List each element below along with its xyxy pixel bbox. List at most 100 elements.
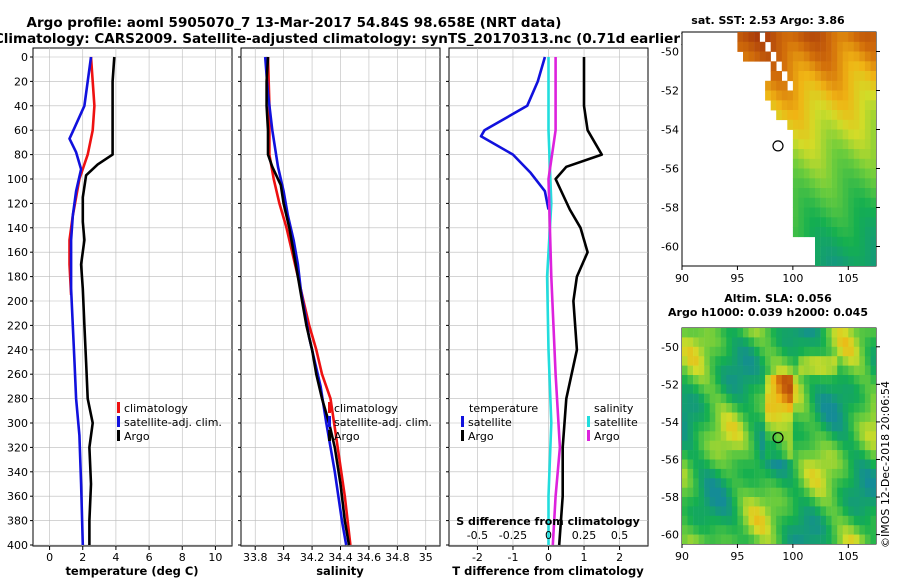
heatmap-cell: [826, 227, 832, 238]
x-tick-label: 90: [675, 272, 689, 285]
heatmap-cell: [864, 421, 871, 432]
heatmap-cell: [853, 32, 860, 43]
heatmap-cell: [798, 384, 805, 394]
heatmap-cell: [837, 487, 843, 498]
x-tick-label: 95: [730, 272, 744, 285]
heatmap-cell: [792, 197, 799, 208]
heatmap-cell: [737, 468, 744, 479]
heatmap-cell: [853, 450, 860, 460]
heatmap-cell: [726, 356, 733, 366]
heatmap-cell: [803, 139, 810, 150]
y-tick-label: 400: [7, 539, 28, 552]
heatmap-cell: [837, 356, 843, 366]
heatmap-cell: [770, 32, 777, 43]
heatmap-cell: [704, 375, 710, 385]
heatmap-cell: [737, 534, 744, 544]
heatmap-cell: [698, 534, 705, 544]
heatmap-cell: [748, 328, 755, 338]
heatmap-cell: [826, 178, 832, 189]
figure-title: Argo profile: aoml 5905070_7 13-Mar-2017…: [27, 15, 562, 31]
heatmap-cell: [859, 431, 866, 441]
heatmap-cell: [798, 431, 805, 441]
heatmap-cell: [787, 365, 794, 376]
heatmap-cell: [853, 393, 860, 404]
heatmap-cell: [803, 356, 810, 366]
heatmap-cell: [726, 506, 733, 517]
heatmap-cell: [781, 328, 788, 338]
y-tick-label: 340: [7, 466, 28, 479]
heatmap-cell: [770, 80, 777, 91]
heatmap-cell: [809, 450, 816, 460]
heatmap-cell: [837, 450, 843, 460]
heatmap-cell: [798, 41, 805, 52]
heatmap-cell: [859, 100, 866, 111]
legend-label: satellite: [594, 416, 638, 429]
heatmap-cell: [848, 217, 855, 228]
heatmap-cell: [698, 440, 705, 451]
heatmap-cell: [831, 459, 838, 470]
heatmap-cell: [831, 149, 838, 160]
heatmap-cell: [837, 90, 843, 101]
heatmap-cell: [748, 375, 755, 385]
heatmap-cell: [864, 393, 871, 404]
heatmap-cell: [815, 246, 821, 257]
heatmap-cell: [859, 487, 866, 498]
heatmap-cell: [754, 468, 760, 479]
heatmap-cell: [864, 168, 871, 179]
heatmap-cell: [803, 365, 810, 376]
heatmap-cell: [803, 534, 810, 544]
heatmap-cell: [693, 365, 699, 376]
heatmap-cell: [792, 100, 799, 111]
heatmap-cell: [815, 110, 821, 121]
heatmap-cell: [720, 450, 727, 460]
heatmap-cell: [798, 188, 805, 199]
heatmap-cell: [853, 534, 860, 544]
heatmap-cell: [820, 158, 827, 169]
heatmap-cell: [853, 506, 860, 517]
heatmap-cell: [870, 100, 876, 111]
heatmap-cell: [726, 384, 733, 394]
heatmap-cell: [798, 129, 805, 140]
heatmap-cell: [770, 90, 777, 101]
heatmap-cell: [737, 459, 744, 470]
heatmap-cell: [831, 71, 838, 82]
heatmap-cell: [759, 328, 766, 338]
heatmap-cell: [720, 421, 727, 432]
heatmap-cell: [826, 139, 832, 150]
heatmap-cell: [820, 119, 827, 130]
heatmap-cell: [748, 356, 755, 366]
heatmap-cell: [848, 346, 855, 357]
heatmap-cell: [748, 346, 755, 357]
heatmap-cell: [787, 328, 794, 338]
heatmap-cell: [792, 365, 799, 376]
x-tick-label: 90: [675, 550, 689, 563]
heatmap-cell: [826, 478, 832, 488]
heatmap-cell: [682, 375, 688, 385]
heatmap-cell: [726, 525, 733, 535]
heatmap-cell: [870, 51, 876, 62]
heatmap-cell: [776, 51, 782, 62]
heatmap-cell: [870, 188, 876, 199]
heatmap-cell: [698, 393, 705, 404]
heatmap-cell: [765, 525, 771, 535]
heatmap-cell: [759, 534, 766, 544]
heatmap-cell: [798, 393, 805, 404]
heatmap-cell: [726, 337, 733, 348]
heatmap-cell: [792, 515, 799, 526]
heatmap-cell: [853, 468, 860, 479]
heatmap-cell: [815, 236, 821, 247]
heatmap-cell: [853, 431, 860, 441]
heatmap-cell: [831, 197, 838, 208]
legend-title-temperature: temperature: [469, 402, 538, 415]
heatmap-cell: [693, 478, 699, 488]
heatmap-cell: [837, 515, 843, 526]
heatmap-cell: [798, 217, 805, 228]
heatmap-cell: [815, 431, 821, 441]
heatmap-cell: [765, 487, 771, 498]
heatmap-cell: [748, 534, 755, 544]
heatmap-cell: [737, 412, 744, 423]
heatmap-cell: [726, 375, 733, 385]
heatmap-cell: [787, 375, 794, 385]
heatmap-cell: [859, 525, 866, 535]
heatmap-cell: [803, 375, 810, 385]
